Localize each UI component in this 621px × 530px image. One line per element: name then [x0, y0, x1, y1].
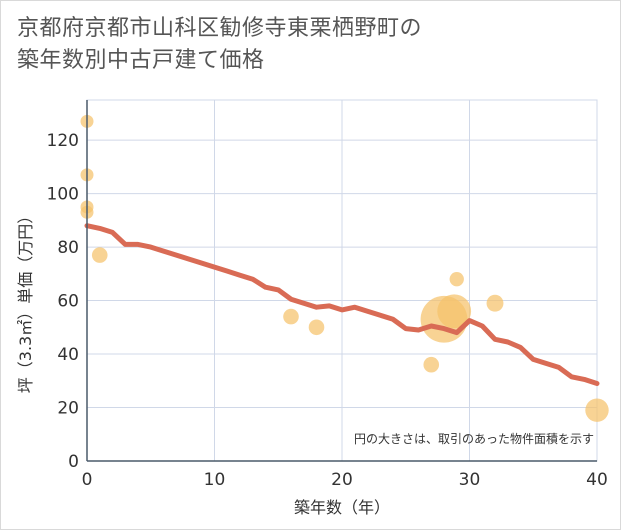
title-line-2: 築年数別中古戸建て価格	[17, 48, 265, 73]
grid-lines	[86, 99, 598, 462]
y-axis-label: 坪（3.3㎡）単価（万円）	[16, 208, 35, 393]
x-tick-label: 40	[586, 470, 608, 490]
x-tick-label: 10	[204, 470, 226, 490]
chart-title: 京都府京都市山科区勧修寺東栗栖野町の 築年数別中古戸建て価格	[17, 13, 607, 77]
bubble-series	[80, 114, 609, 422]
x-tick-label: 20	[331, 470, 353, 490]
bubble-point-6	[308, 319, 325, 336]
x-axis-label: 築年数（年）	[294, 498, 390, 517]
size-note: 円の大きさは、取引のあった物件面積を示す	[354, 431, 594, 446]
y-tick-label: 0	[68, 452, 79, 472]
bubble-point-7	[423, 356, 440, 373]
y-tick-label: 60	[57, 292, 79, 312]
bubble-point-12	[585, 398, 609, 422]
bubble-point-4	[91, 247, 108, 263]
tick-labels: 0 10 20 30 40 0 20 40 60 80 100 120	[47, 131, 608, 490]
axes	[86, 100, 597, 462]
bubble-point-5	[283, 308, 299, 325]
title-line-1: 京都府京都市山科区勧修寺東栗栖野町の	[17, 16, 423, 41]
bubble-point-10	[449, 272, 464, 287]
y-tick-label: 100	[47, 185, 79, 205]
y-tick-label: 80	[57, 238, 79, 258]
trend-line-group	[84, 223, 600, 386]
y-tick-label: 20	[57, 399, 79, 419]
x-tick-label: 0	[82, 470, 93, 490]
x-tick-label: 30	[459, 470, 481, 490]
y-tick-label: 40	[57, 345, 79, 365]
trend-line	[84, 223, 600, 386]
y-tick-label: 120	[47, 131, 79, 151]
bubble-point-11	[486, 294, 504, 312]
bubble-point-9	[437, 294, 472, 329]
